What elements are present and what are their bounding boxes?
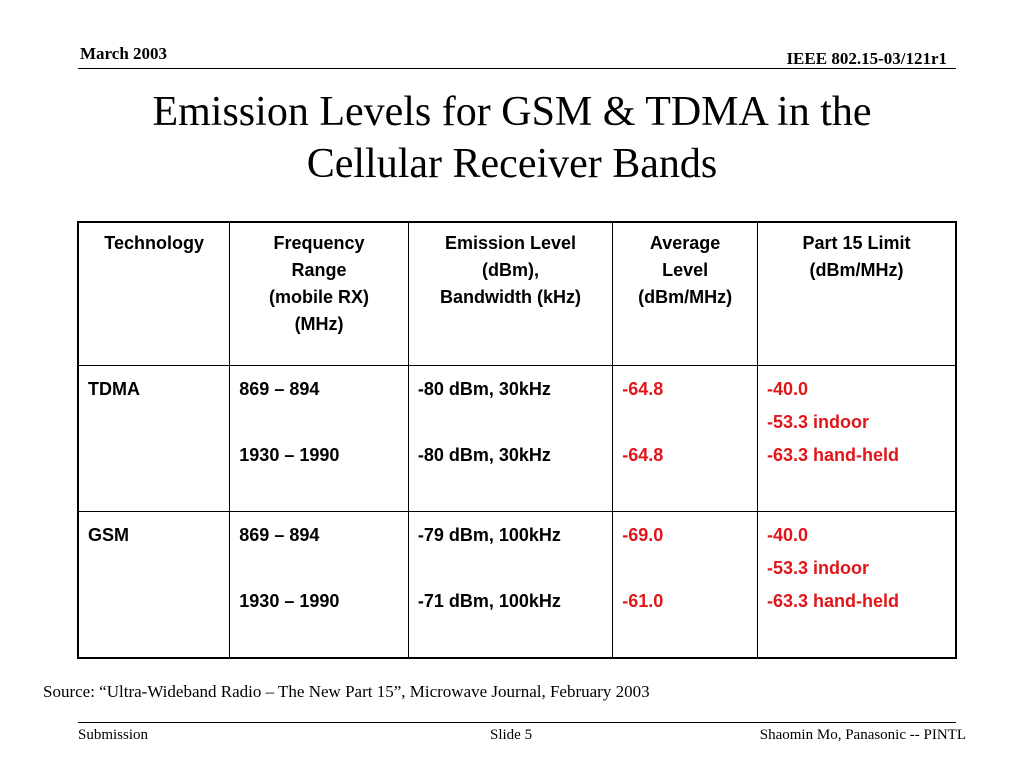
cell-limit: -40.0 -53.3 indoor -63.3 hand-held	[757, 365, 957, 512]
header-technology-line: Technology	[104, 233, 204, 253]
frequency-value: 869 – 894	[239, 379, 320, 399]
footer-author: Shaomin Mo, Panasonic -- PINTL	[759, 727, 966, 743]
table-row-gsm: GSM 869 – 894 1930 – 1990 -79 dBm, 100kH…	[77, 510, 957, 659]
header-limit-line: (dBm/MHz)	[809, 260, 904, 280]
slide-title-line-1: Emission Levels for GSM & TDMA in the	[152, 89, 872, 135]
header-date: March 2003	[80, 44, 168, 63]
source-citation: Source: “Ultra-Wideband Radio – The New …	[43, 682, 650, 701]
header-technology: Technology	[77, 221, 231, 366]
average-value: -69.0	[622, 524, 664, 545]
header-average-level: Average Level (dBm/MHz)	[612, 221, 758, 366]
limit-value: -40.0	[767, 379, 809, 399]
header-average-line: (dBm/MHz)	[638, 287, 733, 307]
cell-average: -69.0 -61.0	[612, 510, 758, 659]
header-emission-line: Bandwidth (kHz)	[440, 287, 582, 307]
footer-slide-number: Slide 5	[490, 727, 533, 743]
cell-technology: GSM	[77, 510, 231, 659]
header-frequency-range: Frequency Range (mobile RX) (MHz)	[229, 221, 409, 366]
cell-frequency: 869 – 894 1930 – 1990	[229, 365, 409, 512]
frequency-value: 869 – 894	[239, 524, 320, 545]
header-limit-line: Part 15 Limit	[802, 233, 911, 253]
average-value: -64.8	[622, 445, 664, 465]
limit-value: -53.3 indoor	[767, 412, 870, 432]
cell-limit: -40.0 -53.3 indoor -63.3 hand-held	[757, 510, 957, 659]
header-frequency-line: (mobile RX)	[269, 287, 370, 307]
header-emission-line: (dBm),	[482, 260, 540, 280]
header-frequency-line: (MHz)	[294, 314, 344, 334]
slide-title: Emission Levels for GSM & TDMA in the Ce…	[60, 86, 964, 190]
cell-technology: TDMA	[77, 365, 231, 512]
header-frequency-line: Range	[291, 260, 347, 280]
header-part15-limit: Part 15 Limit (dBm/MHz)	[757, 221, 957, 366]
limit-value: -63.3 hand-held	[767, 590, 900, 611]
limit-value: -63.3 hand-held	[767, 445, 900, 465]
cell-frequency: 869 – 894 1930 – 1990	[229, 510, 409, 659]
frequency-value: 1930 – 1990	[239, 590, 340, 611]
cell-emission: -80 dBm, 30kHz -80 dBm, 30kHz	[407, 365, 614, 512]
limit-value: -40.0	[767, 524, 809, 545]
average-value: -61.0	[622, 590, 664, 611]
emission-value: -80 dBm, 30kHz	[417, 379, 551, 399]
header-emission-line: Emission Level	[444, 233, 577, 253]
technology-name: GSM	[88, 524, 130, 545]
header-emission-level: Emission Level (dBm), Bandwidth (kHz)	[407, 221, 614, 366]
header-doc-id: IEEE 802.15-03/121r1	[786, 49, 947, 68]
cell-emission: -79 dBm, 100kHz -71 dBm, 100kHz	[407, 510, 614, 659]
emission-value: -79 dBm, 100kHz	[417, 524, 561, 545]
emission-value: -71 dBm, 100kHz	[417, 590, 561, 611]
header-average-line: Average	[649, 233, 721, 253]
cell-average: -64.8 -64.8	[612, 365, 758, 512]
technology-name: TDMA	[88, 379, 140, 399]
footer-divider	[78, 722, 956, 723]
header-average-line: Level	[662, 260, 709, 280]
table-header-row: Technology Frequency Range (mobile RX) (…	[77, 221, 957, 366]
emission-value: -80 dBm, 30kHz	[417, 445, 551, 465]
slide-title-line-2: Cellular Receiver Bands	[306, 141, 718, 187]
limit-value: -53.3 indoor	[767, 557, 870, 578]
frequency-value: 1930 – 1990	[239, 445, 340, 465]
header-frequency-line: Frequency	[273, 233, 365, 253]
emission-levels-table: Technology Frequency Range (mobile RX) (…	[77, 221, 957, 659]
header-divider	[78, 68, 956, 69]
table-row-tdma: TDMA 869 – 894 1930 – 1990 -80 dBm, 30kH…	[77, 365, 957, 512]
footer-submission: Submission	[78, 727, 149, 743]
average-value: -64.8	[622, 379, 664, 399]
